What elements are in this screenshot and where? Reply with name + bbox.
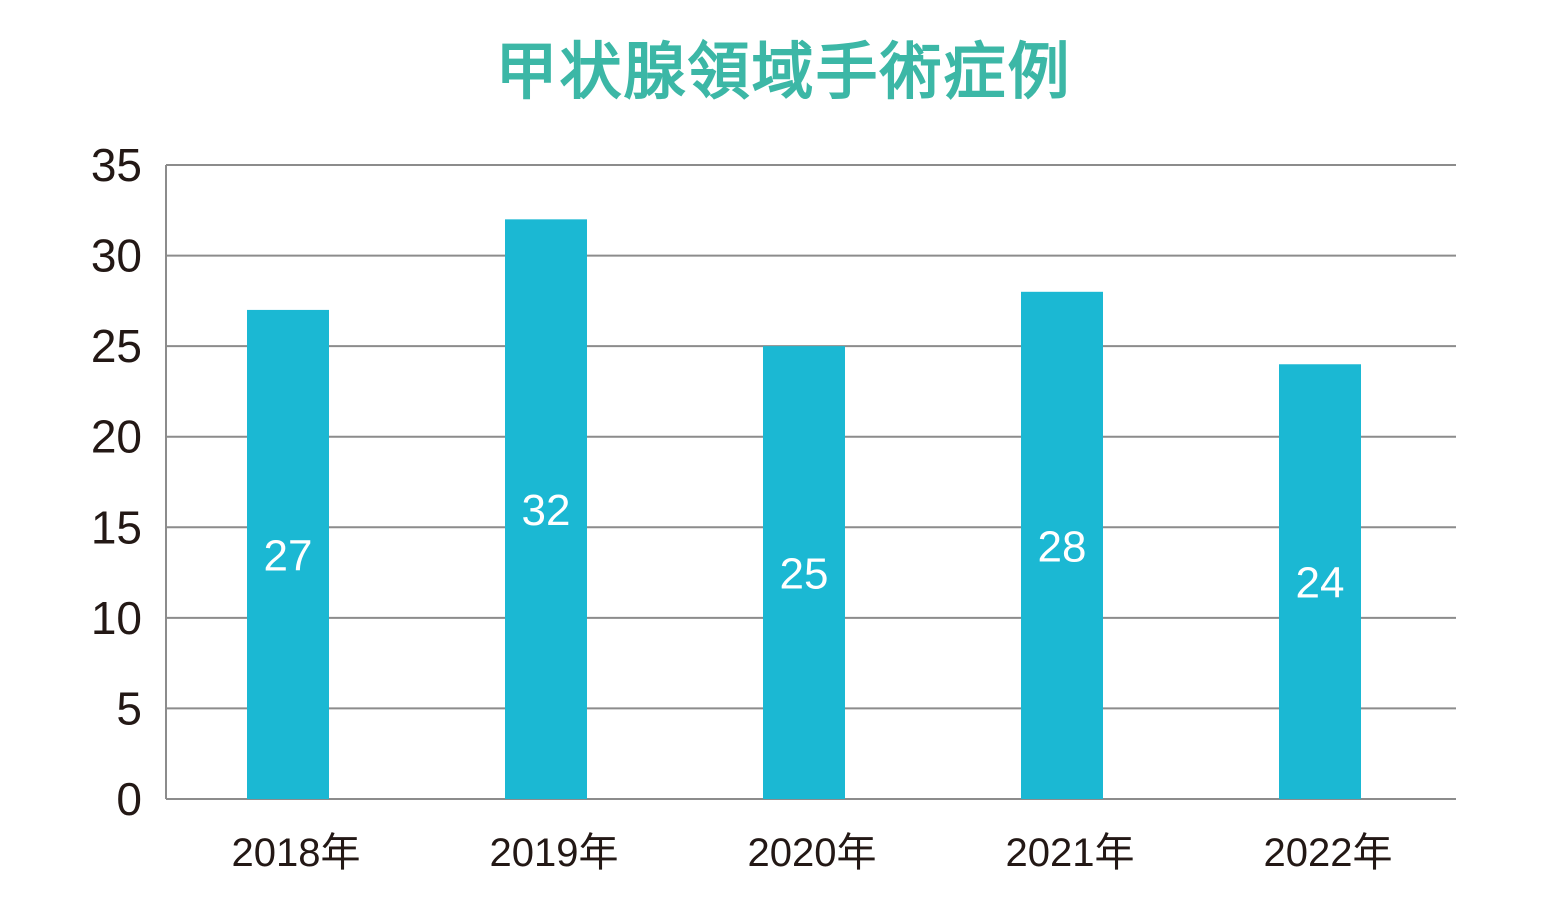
- y-tick-label: 30: [91, 230, 142, 282]
- bars: [247, 219, 1361, 800]
- y-tick-label: 10: [91, 592, 142, 644]
- y-tick-label: 15: [91, 501, 142, 553]
- y-tick-label: 20: [91, 411, 142, 463]
- bar: [247, 309, 329, 799]
- x-tick-label: 2020年: [748, 831, 877, 875]
- y-tick-label: 35: [91, 139, 142, 191]
- y-tick-label: 25: [91, 320, 142, 372]
- chart-title: 甲状腺領域手術症例: [495, 35, 1072, 108]
- y-tick-label: 5: [116, 682, 142, 734]
- bar-value-label: 24: [1296, 559, 1345, 608]
- x-tick-labels: 2018年 2019年 2020年 2021年 2022年: [232, 831, 1393, 875]
- bar: [505, 219, 587, 800]
- y-tick-label: 0: [116, 773, 142, 825]
- x-tick-label: 2021年: [1006, 831, 1135, 875]
- x-tick-label: 2019年: [490, 831, 619, 875]
- bar-value-label: 28: [1038, 522, 1087, 571]
- y-tick-labels: 0 5 10 15 20 25 30 35: [91, 139, 142, 825]
- bar: [763, 346, 845, 799]
- bar-value-label: 32: [522, 486, 571, 535]
- bar: [1279, 364, 1361, 799]
- x-tick-label: 2022年: [1264, 831, 1393, 875]
- bar-value-label: 25: [780, 550, 829, 599]
- x-tick-label: 2018年: [232, 831, 361, 875]
- bar-value-label: 27: [264, 531, 313, 580]
- bar: [1021, 291, 1103, 799]
- value-labels: 27 32 25 28 24: [264, 486, 1345, 607]
